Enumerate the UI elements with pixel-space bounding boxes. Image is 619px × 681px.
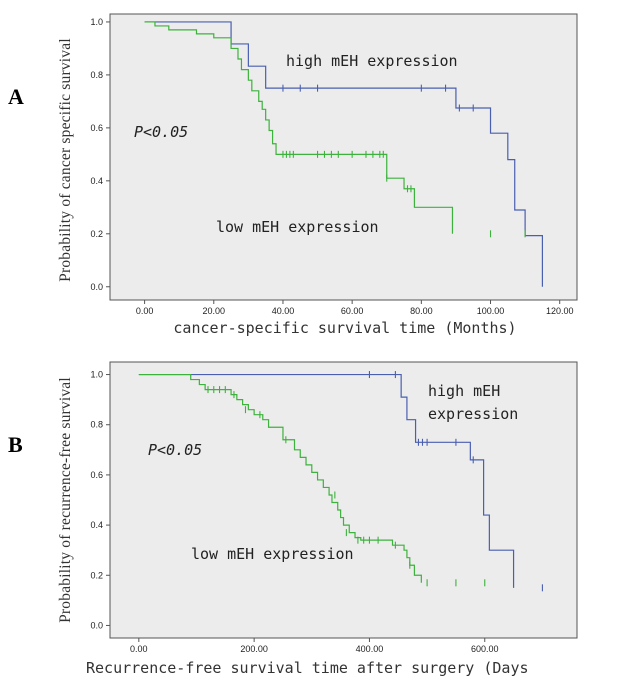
panel-a-series-low-curve [144,21,454,234]
panel-a-high-label: high mEH expression [286,52,458,70]
panel-b-y-tick-label: 0.6 [90,470,103,480]
panel-a-y-tick-label: 0.0 [90,282,103,292]
panel-b-y-tick-label: 0.0 [90,620,103,630]
panel-b-x-tick-label: 400.00 [356,644,384,654]
panel-b-low-label: low mEH expression [191,545,354,563]
panel-b-y-tick-label: 0.8 [90,420,103,430]
panel-b-x-tick-label: 600.00 [471,644,499,654]
panel-b-x-axis-label: Recurrence-free survival time after surg… [86,659,529,677]
panel-b-series-low-curve [138,373,422,583]
panel-b-letter: B [8,432,23,457]
panel-a-x-tick-label: 120.00 [546,306,574,316]
panel-b-high-label-line1: high mEH [428,382,500,400]
panel-a-series-high-curve [144,21,544,287]
panel-b-plot-area [109,361,578,639]
panel-a-x-tick-label: 60.00 [341,306,364,316]
panel-a-x-tick-label: 20.00 [203,306,226,316]
panel-a-y-tick-label: 0.2 [90,229,103,239]
panel-b-y-tick-label: 1.0 [90,370,103,380]
panel-a-x-tick-label: 80.00 [410,306,433,316]
panel-a-p-value: P<0.05 [134,123,188,141]
panel-a-x-tick-label: 40.00 [272,306,295,316]
panel-a-low-label: low mEH expression [216,218,379,236]
panel-a-letter: A [8,84,24,109]
panel-b-x-tick-label: 200.00 [240,644,268,654]
panel-b-x-tick-label: 0.00 [130,644,148,654]
panel-a-x-tick-label: 100.00 [477,306,505,316]
panel-a-y-tick-label: 0.8 [90,70,103,80]
panel-a-plot: 0.00 20.00 40.00 60.00 80.00 100.00 120.00 0.0 0… [90,17,573,316]
panel-b-y-axis-label: Probability of recurrence-free survival [57,377,74,623]
panel-a-x-tick-label: 0.00 [136,306,154,316]
panel-b-high-label-line2: expression [428,405,518,423]
panel-a-y-tick-label: 0.6 [90,123,103,133]
panel-b-plot: 0.00 200.00 400.00 600.00 0.0 0.2 0.4 0.6 0.8 1.0 [90,370,543,654]
panel-a: A Probability of cancer specific surviva… [8,13,578,337]
panel-b-y-tick-label: 0.4 [90,520,103,530]
panel-a-y-tick-label: 0.4 [90,176,103,186]
panel-a-x-axis-label: cancer-specific survival time (Months) [173,319,516,337]
panel-a-plot-area [109,13,578,301]
panel-b-y-tick-label: 0.2 [90,570,103,580]
panel-b: B Probability of recurrence-free surviva… [8,361,578,677]
panel-a-y-tick-label: 1.0 [90,17,103,27]
panel-b-p-value: P<0.05 [148,441,202,459]
panel-a-y-axis-label: Probability of cancer specific survival [57,38,74,282]
panel-b-series-high-curve [138,373,515,588]
